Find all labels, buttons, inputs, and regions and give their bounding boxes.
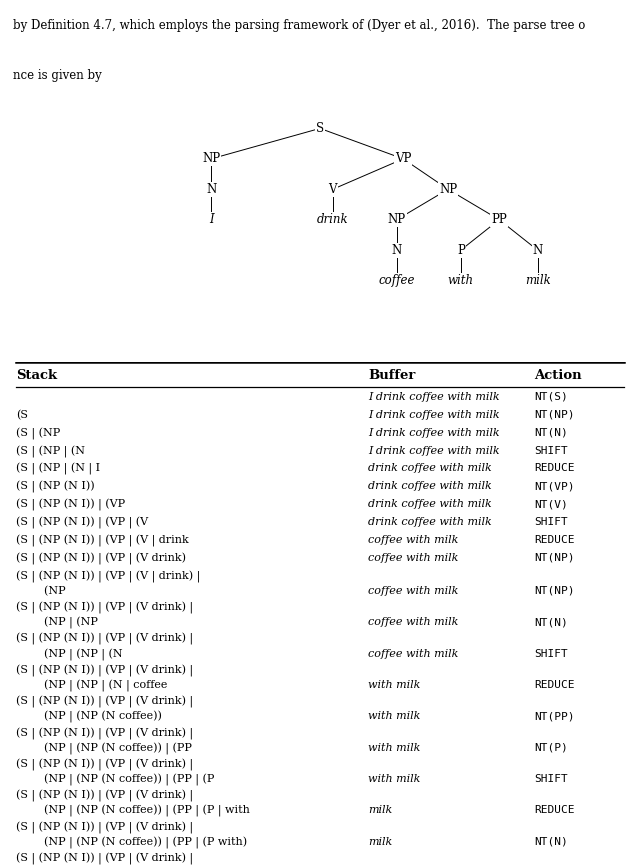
Text: SHIFT: SHIFT — [534, 774, 568, 784]
Text: I: I — [209, 213, 214, 226]
Text: NT(N): NT(N) — [534, 427, 568, 438]
Text: (S | (NP (N I)) | (VP | (V drink) |: (S | (NP (N I)) | (VP | (V drink) | — [16, 759, 193, 771]
Text: with milk: with milk — [368, 680, 420, 690]
Text: SHIFT: SHIFT — [534, 517, 568, 527]
Text: (S | (NP (N I)) | (VP | (V drink): (S | (NP (N I)) | (VP | (V drink) — [16, 553, 186, 565]
Text: drink coffee with milk: drink coffee with milk — [368, 481, 492, 492]
Text: (S | (NP (N I)) | (VP | (V drink) |: (S | (NP (N I)) | (VP | (V drink) | — [16, 602, 193, 614]
Text: (S | (NP (N I)) | (VP | (V drink) |: (S | (NP (N I)) | (VP | (V drink) | — [16, 665, 193, 677]
Text: I drink coffee with milk: I drink coffee with milk — [368, 392, 500, 402]
Text: (S | (NP (N I)) | (VP: (S | (NP (N I)) | (VP — [16, 499, 125, 512]
Text: (NP | (NP: (NP | (NP — [30, 617, 98, 629]
Text: N: N — [206, 183, 216, 196]
Text: (NP | (NP | (N: (NP | (NP | (N — [30, 649, 123, 661]
Text: (S | (NP (N I)) | (VP | (V drink) |: (S | (NP (N I)) | (VP | (V drink) | — [16, 822, 193, 833]
Text: (S | (NP | (N | I: (S | (NP | (N | I — [16, 464, 100, 475]
Text: (S | (NP | (N: (S | (NP | (N — [16, 446, 85, 458]
Text: NP: NP — [202, 153, 220, 166]
Text: (NP: (NP — [30, 586, 66, 596]
Text: coffee with milk: coffee with milk — [368, 617, 458, 627]
Text: NT(N): NT(N) — [534, 837, 568, 847]
Text: I drink coffee with milk: I drink coffee with milk — [368, 410, 500, 420]
Text: SHIFT: SHIFT — [534, 649, 568, 659]
Text: PP: PP — [492, 213, 507, 226]
Text: SHIFT: SHIFT — [534, 446, 568, 455]
Text: NP: NP — [388, 213, 406, 226]
Text: (NP | (NP (N coffee)) | (PP: (NP | (NP (N coffee)) | (PP — [30, 743, 192, 754]
Text: NT(N): NT(N) — [534, 617, 568, 627]
Text: coffee with milk: coffee with milk — [368, 586, 458, 596]
Text: NT(NP): NT(NP) — [534, 410, 575, 420]
Text: (S | (NP (N I)) | (VP | (V | drink) |: (S | (NP (N I)) | (VP | (V | drink) | — [16, 570, 200, 583]
Text: NT(P): NT(P) — [534, 743, 568, 753]
Text: N: N — [532, 244, 543, 257]
Text: (S | (NP (N I)): (S | (NP (N I)) — [16, 481, 95, 493]
Text: coffee with milk: coffee with milk — [368, 649, 458, 659]
Text: NP: NP — [439, 183, 457, 196]
Text: (S | (NP (N I)) | (VP | (V drink) |: (S | (NP (N I)) | (VP | (V drink) | — [16, 634, 193, 645]
Text: coffee: coffee — [378, 274, 415, 287]
Text: NT(NP): NT(NP) — [534, 553, 575, 563]
Text: (S | (NP (N I)) | (VP | (V drink) |: (S | (NP (N I)) | (VP | (V drink) | — [16, 696, 193, 708]
Text: (S: (S — [16, 410, 28, 420]
Text: with: with — [448, 274, 474, 287]
Text: nce is given by: nce is given by — [13, 69, 102, 82]
Text: REDUCE: REDUCE — [534, 680, 575, 690]
Text: with milk: with milk — [368, 774, 420, 784]
Text: NT(S): NT(S) — [534, 392, 568, 402]
Text: (S | (NP (N I)) | (VP | (V drink) |: (S | (NP (N I)) | (VP | (V drink) | — [16, 853, 193, 865]
Text: by Definition 4.7, which employs the parsing framework of (Dyer et al., 2016).  : by Definition 4.7, which employs the par… — [13, 19, 585, 32]
Text: NT(NP): NT(NP) — [534, 586, 575, 596]
Text: with milk: with milk — [368, 711, 420, 721]
Text: milk: milk — [525, 274, 550, 287]
Text: N: N — [392, 244, 402, 257]
Text: I drink coffee with milk: I drink coffee with milk — [368, 446, 500, 455]
Text: P: P — [457, 244, 465, 257]
Text: Action: Action — [534, 369, 582, 382]
Text: VP: VP — [395, 153, 412, 166]
Text: drink coffee with milk: drink coffee with milk — [368, 517, 492, 527]
Text: NT(V): NT(V) — [534, 499, 568, 509]
Text: (NP | (NP (N coffee)): (NP | (NP (N coffee)) — [30, 711, 162, 723]
Text: V: V — [328, 183, 337, 196]
Text: (S | (NP (N I)) | (VP | (V | drink: (S | (NP (N I)) | (VP | (V | drink — [16, 535, 189, 547]
Text: (NP | (NP (N coffee)) | (PP | (P with): (NP | (NP (N coffee)) | (PP | (P with) — [30, 837, 247, 849]
Text: Buffer: Buffer — [368, 369, 415, 382]
Text: NT(PP): NT(PP) — [534, 711, 575, 721]
Text: drink coffee with milk: drink coffee with milk — [368, 499, 492, 509]
Text: (NP | (NP (N coffee)) | (PP | (P | with: (NP | (NP (N coffee)) | (PP | (P | with — [30, 805, 250, 818]
Text: drink: drink — [317, 213, 349, 226]
Text: Stack: Stack — [16, 369, 57, 382]
Text: (NP | (NP | (N | coffee: (NP | (NP | (N | coffee — [30, 680, 168, 692]
Text: coffee with milk: coffee with milk — [368, 553, 458, 563]
Text: (NP | (NP (N coffee)) | (PP | (P: (NP | (NP (N coffee)) | (PP | (P — [30, 774, 214, 786]
Text: (S | (NP (N I)) | (VP | (V: (S | (NP (N I)) | (VP | (V — [16, 517, 148, 529]
Text: with milk: with milk — [368, 743, 420, 753]
Text: (S | (NP (N I)) | (VP | (V drink) |: (S | (NP (N I)) | (VP | (V drink) | — [16, 727, 193, 740]
Text: REDUCE: REDUCE — [534, 464, 575, 473]
Text: REDUCE: REDUCE — [534, 805, 575, 815]
Text: S: S — [316, 122, 324, 135]
Text: milk: milk — [368, 805, 392, 815]
Text: REDUCE: REDUCE — [534, 535, 575, 545]
Text: I drink coffee with milk: I drink coffee with milk — [368, 427, 500, 438]
Text: (S | (NP (N I)) | (VP | (V drink) |: (S | (NP (N I)) | (VP | (V drink) | — [16, 790, 193, 802]
Text: NT(VP): NT(VP) — [534, 481, 575, 492]
Text: (S | (NP: (S | (NP — [16, 427, 60, 440]
Text: coffee with milk: coffee with milk — [368, 535, 458, 545]
Text: milk: milk — [368, 837, 392, 847]
Text: drink coffee with milk: drink coffee with milk — [368, 464, 492, 473]
